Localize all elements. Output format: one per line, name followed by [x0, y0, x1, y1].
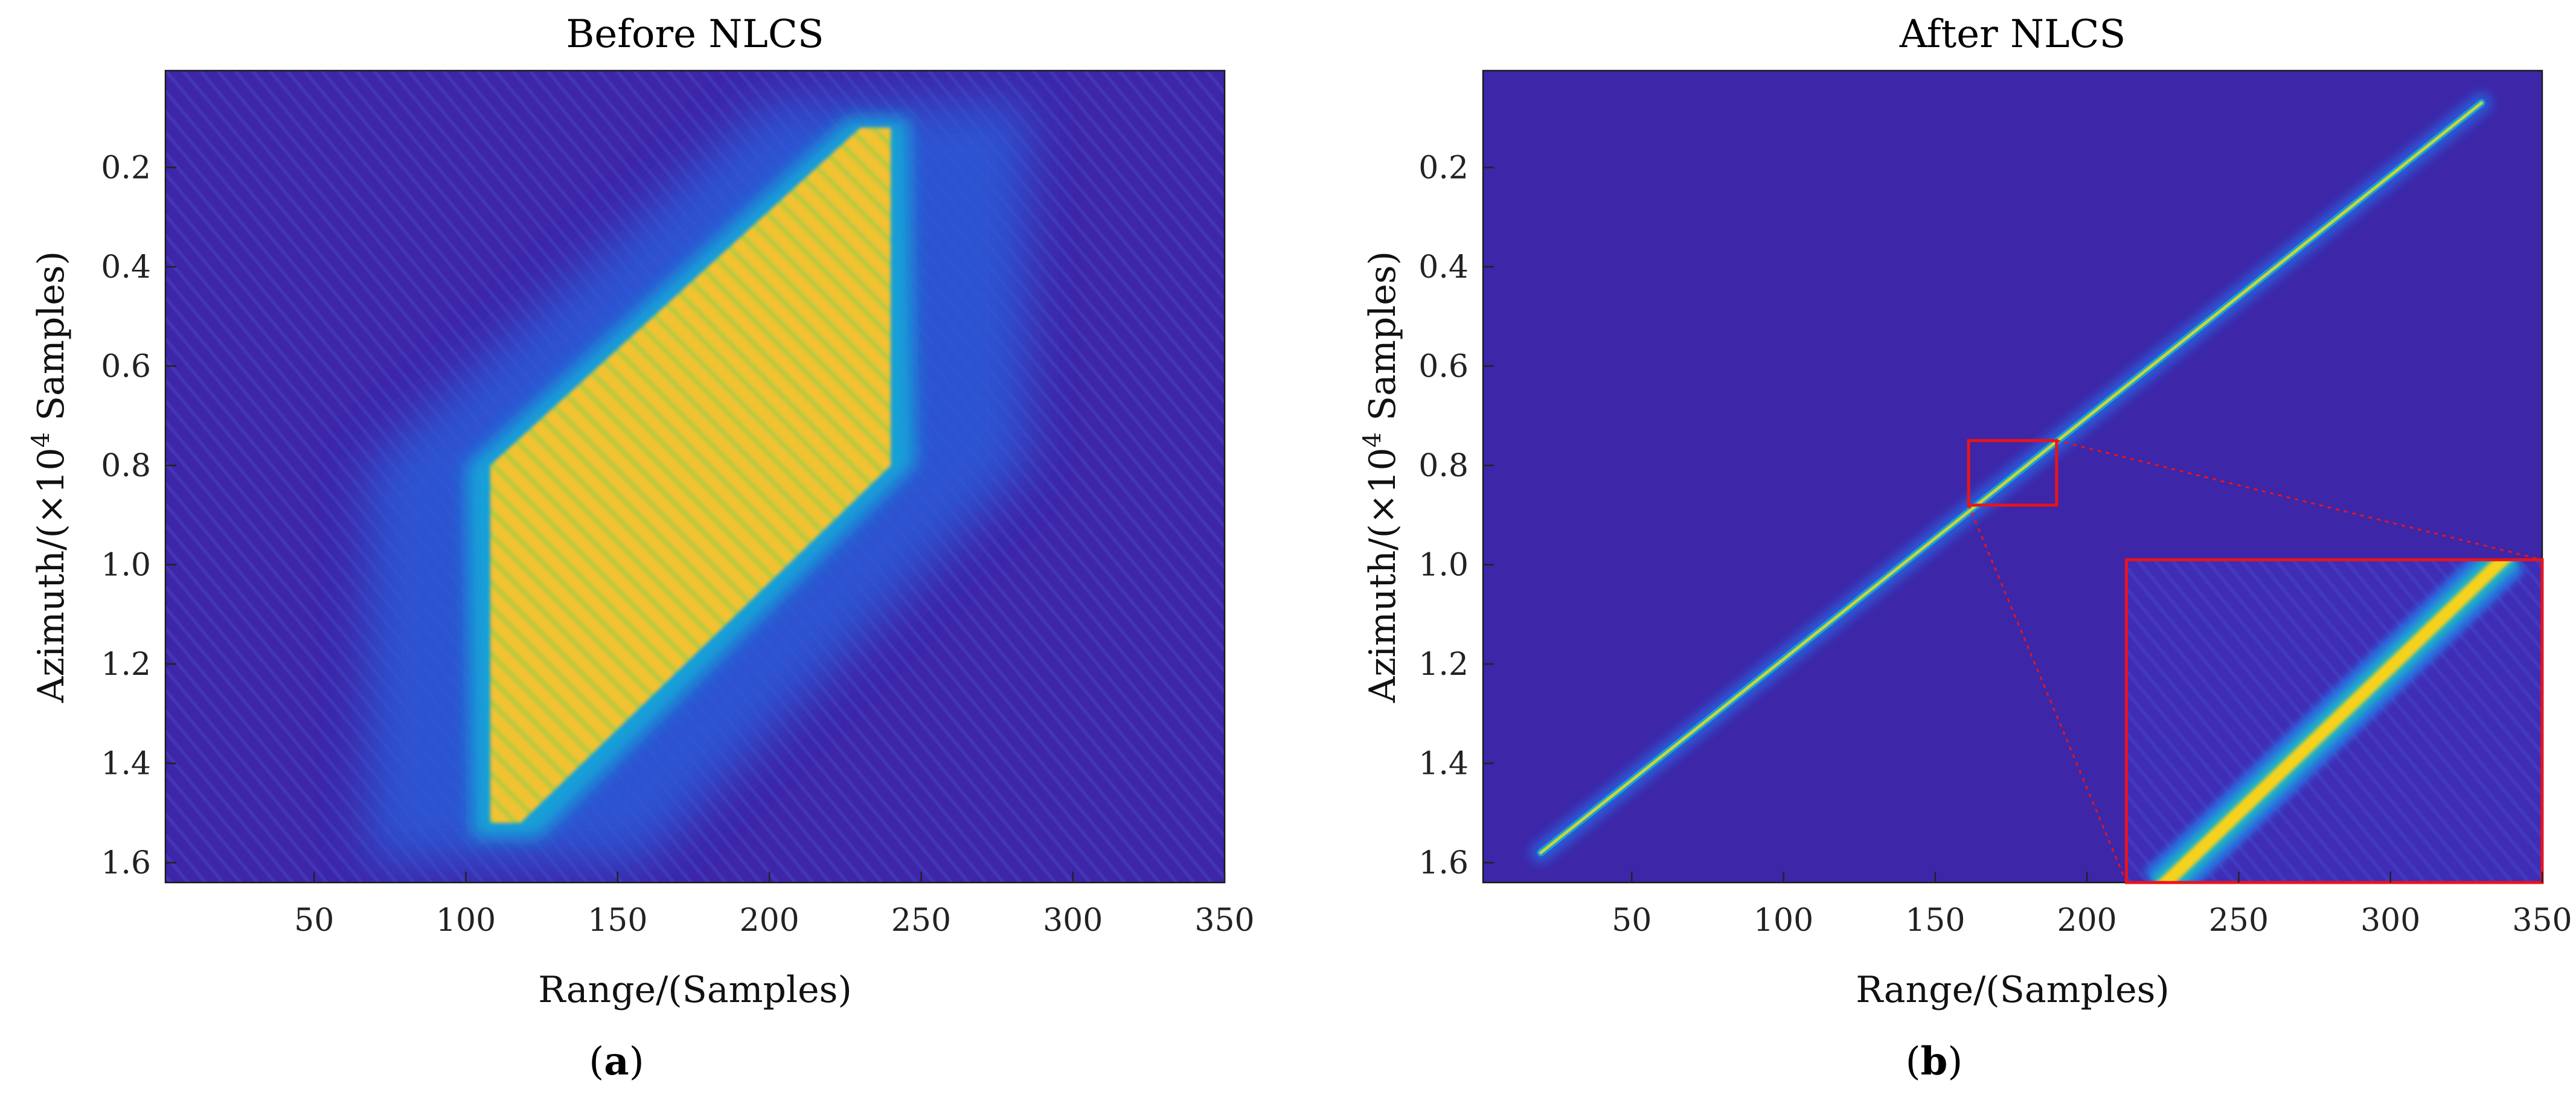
- x-axis-label: Range/(Samples): [538, 969, 852, 1011]
- x-tick-label: 50: [294, 902, 334, 939]
- plot-frame: [164, 69, 1226, 884]
- y-tick-label: 0.2: [101, 150, 151, 186]
- x-tick-label: 250: [2209, 902, 2269, 939]
- caption-a: (a): [589, 1039, 644, 1084]
- heatmap-image: [1530, 92, 2492, 863]
- zoom-inset: [2124, 558, 2544, 884]
- x-tick-label: 100: [436, 902, 496, 939]
- y-tick-label: 1.0: [1418, 548, 1469, 584]
- chart-title: After NLCS: [1899, 12, 2126, 57]
- y-axis-label: Azimuth/(×104 Samples): [27, 251, 72, 703]
- y-tick-label: 1.4: [1418, 746, 1469, 782]
- plot-frame: [1482, 69, 2543, 884]
- y-tick-label: 1.0: [101, 548, 151, 584]
- x-tick-label: 250: [891, 902, 951, 939]
- x-axis-label: Range/(Samples): [1856, 969, 2170, 1011]
- y-axis: 0.2 0.4 0.6 0.8 1.0 1.2 1.4 1.6: [1418, 150, 1494, 881]
- x-tick-label: 150: [588, 902, 647, 939]
- x-tick-label: 100: [1754, 902, 1813, 939]
- y-tick-label: 1.6: [1418, 845, 1469, 881]
- x-axis: 50 100 150 200 250 300 350: [1612, 872, 2572, 939]
- x-tick-label: 150: [1905, 902, 1965, 939]
- heatmap-image: [165, 71, 1225, 883]
- inset-target-core: [2156, 560, 2513, 883]
- x-tick-label: 300: [2360, 902, 2420, 939]
- y-tick-label: 1.2: [1418, 646, 1469, 683]
- focused-target: [1539, 101, 2483, 855]
- chart-title: Before NLCS: [566, 12, 824, 57]
- x-tick-label: 200: [739, 902, 799, 939]
- zoom-connector: [1967, 505, 2127, 883]
- y-tick-label: 0.8: [101, 448, 151, 484]
- x-tick-label: 350: [1194, 902, 1254, 939]
- x-tick-label: 50: [1612, 902, 1652, 939]
- x-tick-label: 350: [2512, 902, 2572, 939]
- panel-before-nlcs: Before NLCS 50 100 150 200 250 300 350 0.20.40…: [27, 12, 1255, 1084]
- panel-after-nlcs: After NLCS 50 100 150 200 250 300 350 0.20.40.…: [1359, 12, 2572, 1084]
- y-tick-label: 1.4: [101, 746, 151, 782]
- y-axis: 0.2 0.4 0.6 0.8 1.0 1.2 1.4 1.6: [101, 150, 176, 881]
- zoom-connector: [2056, 439, 2543, 561]
- y-tick-label: 0.2: [1418, 150, 1469, 186]
- caption-b: (b): [1906, 1039, 1963, 1084]
- y-tick-label: 1.6: [101, 845, 151, 881]
- y-tick-label: 0.6: [101, 348, 151, 385]
- y-tick-label: 0.8: [1418, 448, 1469, 484]
- y-tick-label: 1.2: [101, 646, 151, 683]
- x-tick-label: 300: [1043, 902, 1103, 939]
- inset-frame: [2124, 558, 2544, 884]
- y-tick-label: 0.4: [101, 249, 151, 286]
- energy-core: [490, 127, 891, 823]
- y-tick-label: 0.4: [1418, 249, 1469, 286]
- zoom-region-box: [1967, 439, 2059, 507]
- x-tick-label: 200: [2057, 902, 2116, 939]
- x-axis: 50 100 150 200 250 300 350: [294, 872, 1255, 939]
- y-axis-label: Azimuth/(×104 Samples): [1359, 251, 1404, 703]
- y-tick-label: 0.6: [1418, 348, 1469, 385]
